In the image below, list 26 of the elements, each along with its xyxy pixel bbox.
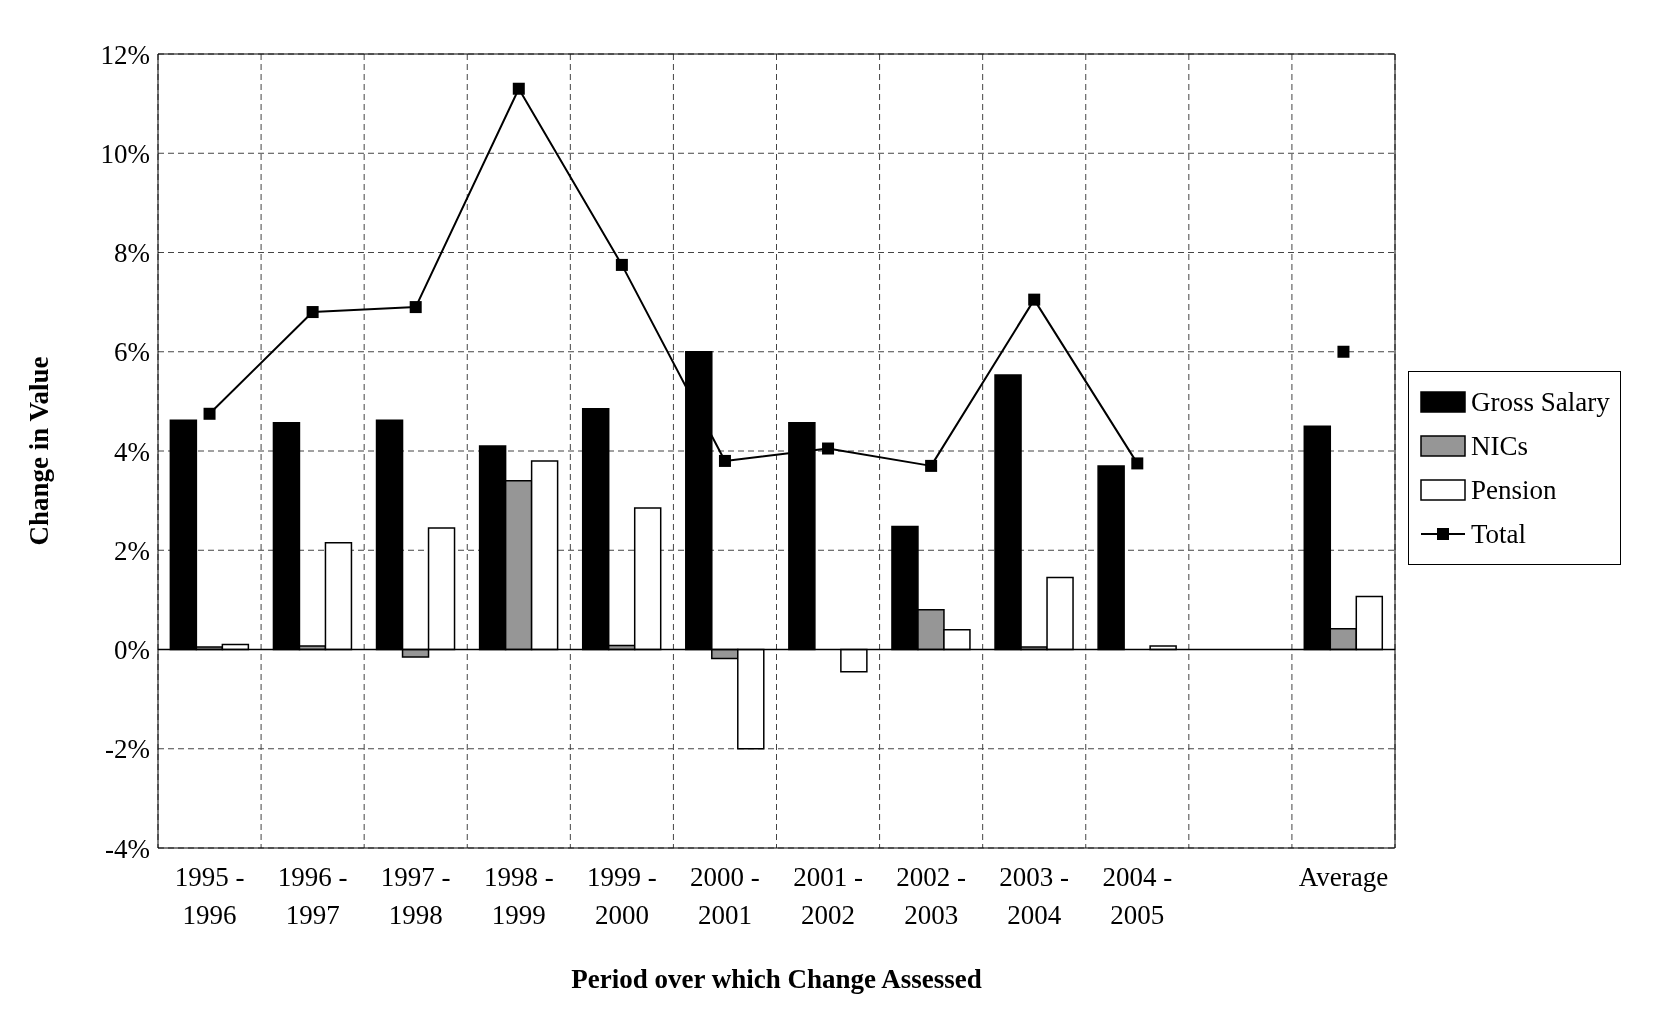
x-tick-label: 2000 - 2001 [690,862,760,930]
legend-label: Pension [1471,474,1557,506]
y-tick-label: -4% [105,833,150,864]
x-tick-label: 2003 - 2004 [999,862,1070,930]
x-tick-label: 1998 - 1999 [483,862,554,930]
x-tick-label: 2001 - 2002 [793,862,863,930]
y-tick-label: 10% [100,138,150,169]
y-tick-label: 4% [114,436,150,467]
x-axis-title: Period over which Change Assessed [571,964,982,994]
x-tick-label: 1996 - 1997 [277,862,348,930]
legend-label: Gross Salary [1471,386,1610,418]
x-tick-label: 1995 - 1996 [174,862,245,930]
y-tick-label: 0% [114,635,150,666]
legend-label: NICs [1471,430,1529,462]
y-tick-label: 6% [114,337,150,368]
x-tick-label: 2004 - 2005 [1102,862,1173,930]
x-tick-label: 1997 - 1998 [380,862,451,930]
y-tick-label: 12% [100,39,150,70]
legend-label: Total [1471,518,1527,550]
y-tick-label: 2% [114,535,150,566]
x-tick-label: Average [1298,862,1389,892]
y-tick-label: 8% [114,238,150,269]
x-tick-label: 2002 - 2003 [896,862,966,930]
x-tick-label: 1999 - 2000 [587,862,657,930]
y-axis-title: Change in Value [23,356,54,546]
y-tick-label: -2% [105,734,150,765]
